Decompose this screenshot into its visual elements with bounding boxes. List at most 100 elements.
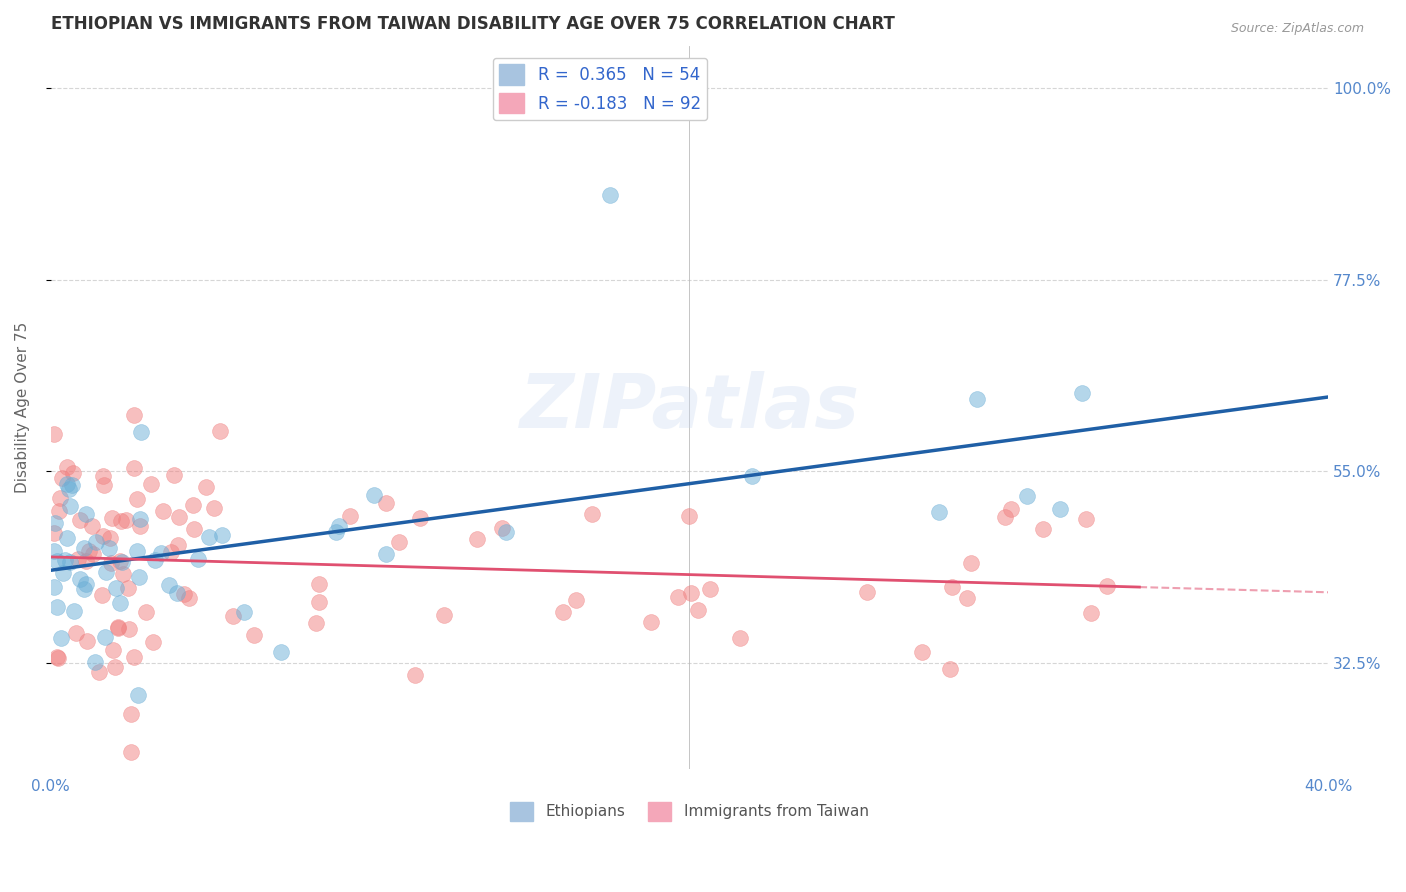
Point bbox=[699, 582, 721, 596]
Point bbox=[183, 522, 205, 536]
Point bbox=[599, 187, 621, 202]
Point bbox=[89, 665, 111, 680]
Point bbox=[187, 552, 209, 566]
Point bbox=[107, 621, 129, 635]
Text: Source: ZipAtlas.com: Source: ZipAtlas.com bbox=[1230, 22, 1364, 36]
Point bbox=[928, 505, 950, 519]
Point bbox=[128, 519, 150, 533]
Point bbox=[52, 566, 75, 581]
Point bbox=[433, 608, 456, 623]
Point bbox=[48, 491, 70, 506]
Point bbox=[45, 649, 67, 664]
Point bbox=[128, 570, 150, 584]
Point bbox=[122, 409, 145, 423]
Point bbox=[59, 554, 82, 568]
Point bbox=[131, 425, 153, 440]
Point bbox=[243, 628, 266, 642]
Legend: Ethiopians, Immigrants from Taiwan: Ethiopians, Immigrants from Taiwan bbox=[505, 796, 875, 827]
Point bbox=[49, 632, 72, 646]
Point bbox=[1049, 502, 1071, 516]
Point bbox=[167, 539, 190, 553]
Point bbox=[211, 528, 233, 542]
Point bbox=[98, 541, 121, 556]
Point bbox=[60, 478, 83, 492]
Point bbox=[173, 587, 195, 601]
Point bbox=[110, 514, 132, 528]
Point bbox=[56, 477, 79, 491]
Point bbox=[73, 541, 96, 555]
Point bbox=[62, 466, 84, 480]
Point bbox=[117, 622, 139, 636]
Point bbox=[363, 488, 385, 502]
Point bbox=[1080, 607, 1102, 621]
Point bbox=[387, 535, 409, 549]
Point bbox=[75, 554, 97, 568]
Point bbox=[308, 577, 330, 591]
Point bbox=[120, 706, 142, 721]
Point bbox=[62, 604, 84, 618]
Point bbox=[308, 595, 330, 609]
Point bbox=[325, 524, 347, 539]
Point bbox=[91, 468, 114, 483]
Point bbox=[966, 392, 988, 406]
Point bbox=[104, 659, 127, 673]
Point bbox=[101, 642, 124, 657]
Point bbox=[1097, 578, 1119, 592]
Point bbox=[198, 531, 221, 545]
Point bbox=[679, 586, 702, 600]
Point bbox=[100, 556, 122, 570]
Point bbox=[56, 532, 79, 546]
Point bbox=[117, 582, 139, 596]
Point bbox=[666, 591, 689, 605]
Point bbox=[45, 599, 67, 614]
Point bbox=[150, 546, 173, 560]
Point bbox=[208, 424, 231, 438]
Point bbox=[125, 543, 148, 558]
Point bbox=[167, 509, 190, 524]
Point bbox=[96, 565, 118, 579]
Point bbox=[82, 547, 104, 561]
Point bbox=[46, 553, 69, 567]
Point bbox=[409, 511, 432, 525]
Point bbox=[177, 591, 200, 605]
Point bbox=[678, 509, 700, 524]
Point bbox=[157, 577, 180, 591]
Point bbox=[44, 581, 66, 595]
Point bbox=[51, 471, 73, 485]
Point bbox=[42, 525, 65, 540]
Point bbox=[94, 631, 117, 645]
Point bbox=[374, 496, 396, 510]
Point bbox=[911, 645, 934, 659]
Text: ETHIOPIAN VS IMMIGRANTS FROM TAIWAN DISABILITY AGE OVER 75 CORRELATION CHART: ETHIOPIAN VS IMMIGRANTS FROM TAIWAN DISA… bbox=[51, 15, 894, 33]
Point bbox=[129, 512, 152, 526]
Point bbox=[53, 553, 76, 567]
Point bbox=[122, 650, 145, 665]
Point bbox=[107, 620, 129, 634]
Point bbox=[112, 567, 135, 582]
Point bbox=[59, 499, 82, 513]
Point bbox=[48, 651, 70, 665]
Text: ZIPatlas: ZIPatlas bbox=[519, 371, 859, 444]
Point bbox=[304, 615, 326, 630]
Point bbox=[141, 476, 163, 491]
Point bbox=[75, 576, 97, 591]
Point bbox=[120, 745, 142, 759]
Point bbox=[90, 588, 112, 602]
Point bbox=[42, 543, 65, 558]
Point bbox=[105, 581, 128, 595]
Y-axis label: Disability Age Over 75: Disability Age Over 75 bbox=[15, 322, 30, 493]
Point bbox=[181, 498, 204, 512]
Point bbox=[66, 552, 89, 566]
Point bbox=[91, 529, 114, 543]
Point bbox=[76, 633, 98, 648]
Point bbox=[194, 480, 217, 494]
Point bbox=[564, 592, 586, 607]
Point bbox=[143, 553, 166, 567]
Point bbox=[111, 555, 134, 569]
Point bbox=[741, 469, 763, 483]
Point bbox=[69, 572, 91, 586]
Point bbox=[495, 525, 517, 540]
Point bbox=[77, 544, 100, 558]
Point bbox=[65, 626, 87, 640]
Point bbox=[142, 635, 165, 649]
